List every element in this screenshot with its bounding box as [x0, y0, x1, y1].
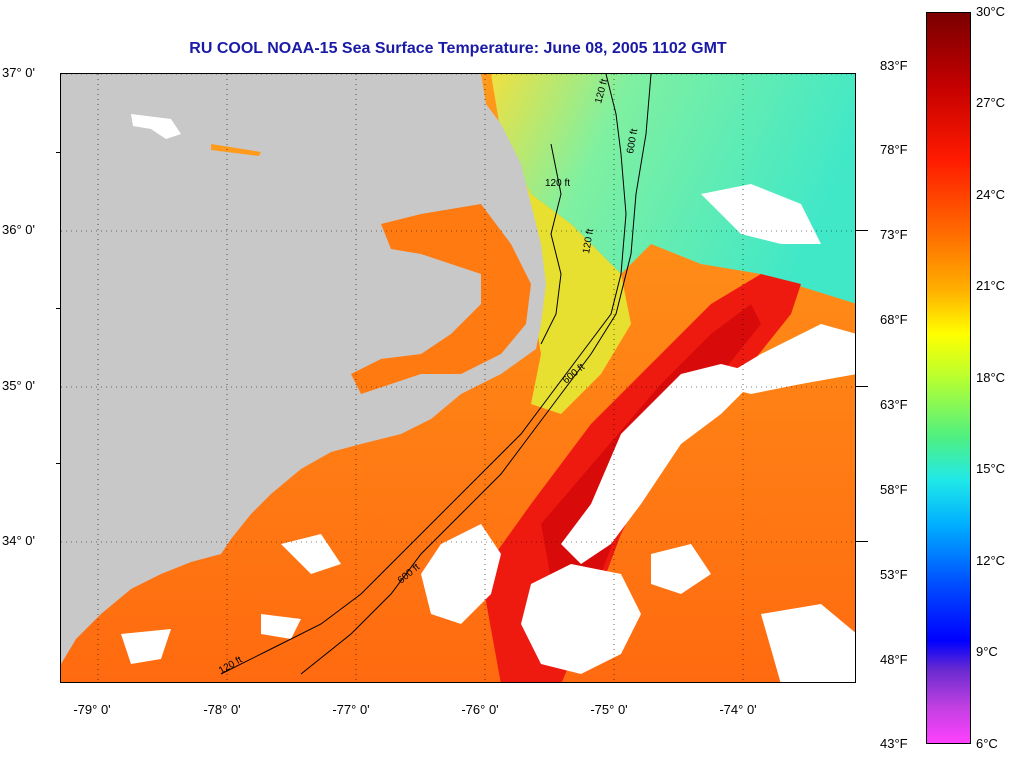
colorbar-label-c: 27°C — [976, 95, 1006, 110]
colorbar-label-c: 24°C — [976, 187, 1006, 202]
lat-tick-right — [856, 541, 868, 542]
lon-label-79: -79° 0' — [73, 702, 111, 717]
map-title: RU COOL NOAA-15 Sea Surface Temperature:… — [189, 40, 727, 57]
colorbar-label-f: 83°F — [880, 58, 908, 73]
lat-minor-tick — [56, 308, 60, 309]
lat-label-34: 34° 0' — [2, 533, 35, 548]
colorbar-label-c: 6°C — [976, 736, 998, 751]
colorbar-label-c: 12°C — [976, 553, 1006, 568]
lat-label-36: 36° 0' — [2, 222, 35, 237]
lat-minor-tick — [56, 152, 60, 153]
lat-tick-right — [856, 386, 868, 387]
inland-lake — [131, 114, 181, 139]
lat-minor-tick — [56, 463, 60, 464]
sst-map-canvas: 120 ft 600 ft 120 ft 120 ft 600 ft 120 f… — [61, 74, 855, 682]
colorbar-label-c: 15°C — [976, 461, 1006, 476]
colorbar-label-f: 68°F — [880, 312, 908, 327]
colorbar-label-f: 78°F — [880, 142, 908, 157]
colorbar-label-f: 48°F — [880, 652, 908, 667]
colorbar-label-f: 63°F — [880, 397, 908, 412]
sst-map[interactable]: 120 ft 600 ft 120 ft 120 ft 600 ft 120 f… — [60, 73, 856, 683]
temperature-colorbar — [926, 12, 971, 744]
contour-label: 120 ft — [545, 178, 570, 189]
lon-label-74: -74° 0' — [719, 702, 757, 717]
colorbar-label-f: 58°F — [880, 482, 908, 497]
inland-river — [211, 144, 261, 156]
colorbar-label-f: 73°F — [880, 227, 908, 242]
pamlico-sound — [351, 204, 531, 394]
colorbar-label-c: 30°C — [976, 4, 1006, 19]
colorbar-label-c: 9°C — [976, 644, 998, 659]
contour-label: 600 ft — [625, 128, 640, 155]
colorbar-label-f: 53°F — [880, 567, 908, 582]
depth-contours — [220, 74, 652, 675]
contour-label: 120 ft — [581, 228, 596, 255]
colorbar-label-f: 43°F — [880, 736, 908, 751]
graticule — [61, 74, 855, 682]
cloud-cover — [121, 184, 855, 682]
lon-label-78: -78° 0' — [203, 702, 241, 717]
colorbar-label-c: 21°C — [976, 278, 1006, 293]
colorbar-label-c: 18°C — [976, 370, 1006, 385]
lon-label-75: -75° 0' — [590, 702, 628, 717]
lat-tick-right — [856, 230, 868, 231]
lon-label-76: -76° 0' — [461, 702, 499, 717]
lon-label-77: -77° 0' — [332, 702, 370, 717]
lat-label-35: 35° 0' — [2, 378, 35, 393]
cool-water-region — [491, 74, 855, 304]
shelf-yellow-band — [501, 134, 631, 414]
lat-label-37: 37° 0' — [2, 65, 35, 80]
